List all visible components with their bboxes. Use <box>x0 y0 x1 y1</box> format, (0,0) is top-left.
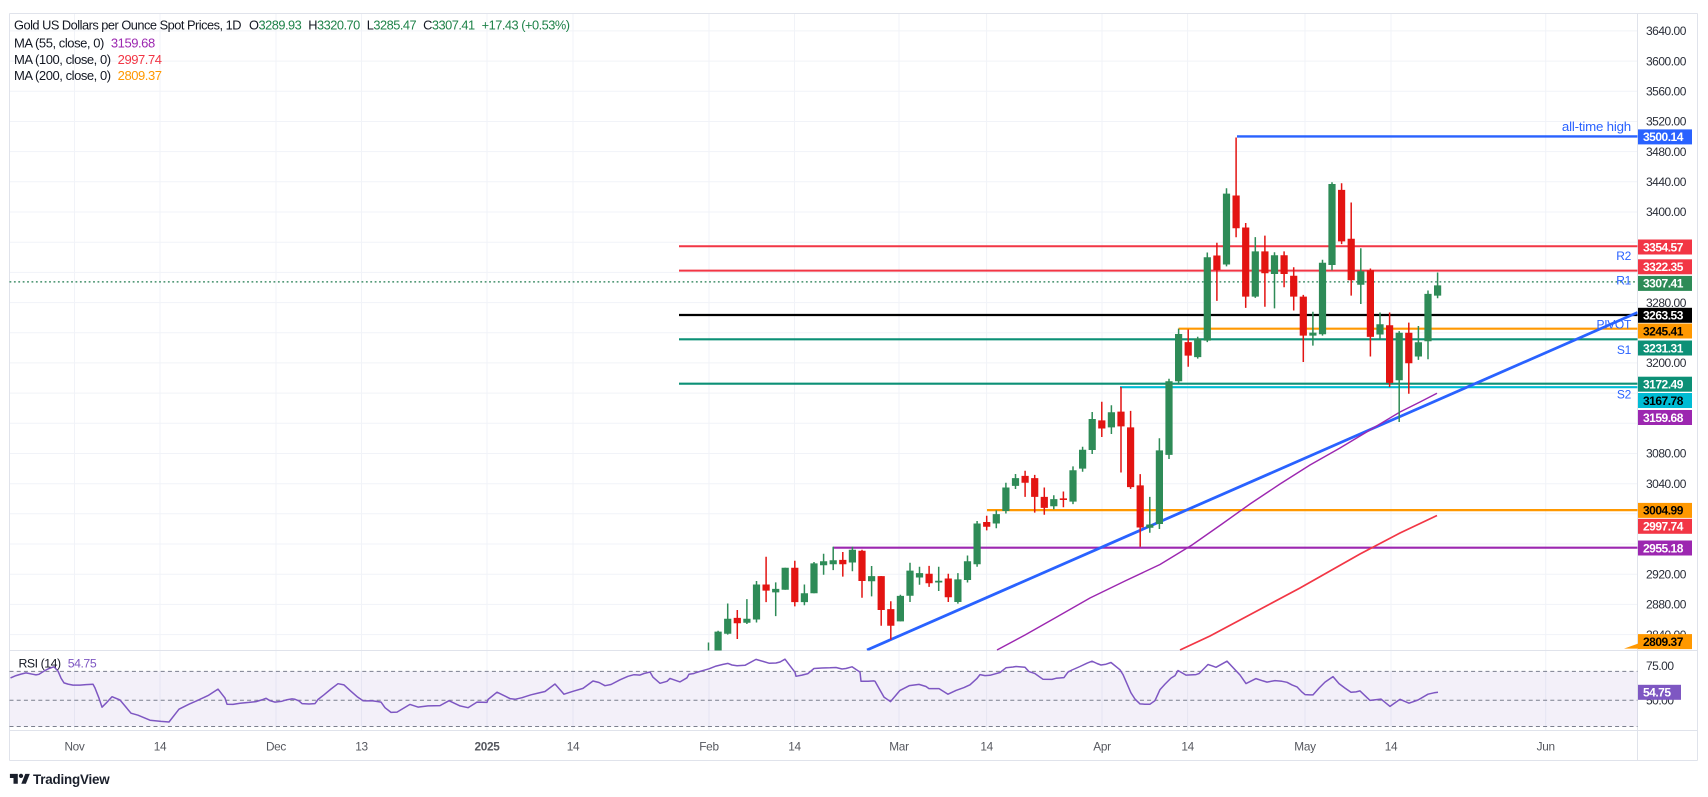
svg-text:3263.53: 3263.53 <box>1643 309 1684 323</box>
svg-text:S1: S1 <box>1617 343 1632 357</box>
svg-text:3520.00: 3520.00 <box>1646 115 1687 129</box>
svg-text:PIVOT: PIVOT <box>1596 318 1631 332</box>
svg-text:3354.57: 3354.57 <box>1643 240 1684 254</box>
svg-text:Jun: Jun <box>1537 740 1555 754</box>
svg-text:Dec: Dec <box>266 740 286 754</box>
svg-text:3640.00: 3640.00 <box>1646 24 1687 38</box>
svg-text:MA (55, close, 0)3159.68: MA (55, close, 0) 3159.68 <box>14 36 155 51</box>
svg-text:R2: R2 <box>1616 249 1631 263</box>
svg-text:3280.00: 3280.00 <box>1646 296 1687 310</box>
svg-text:3307.41: 3307.41 <box>1643 277 1684 291</box>
svg-text:14: 14 <box>980 740 993 754</box>
svg-text:3004.99: 3004.99 <box>1643 504 1684 518</box>
svg-text:3040.00: 3040.00 <box>1646 477 1687 491</box>
svg-text:2920.00: 2920.00 <box>1646 567 1687 581</box>
svg-text:3200.00: 3200.00 <box>1646 356 1687 370</box>
svg-text:3231.31: 3231.31 <box>1643 341 1684 355</box>
svg-text:Apr: Apr <box>1093 740 1111 754</box>
svg-text:2955.18: 2955.18 <box>1643 541 1684 555</box>
svg-text:14: 14 <box>788 740 801 754</box>
svg-text:RSI (14)54.75: RSI (14) 54.75 <box>19 657 97 671</box>
svg-text:3400.00: 3400.00 <box>1646 205 1687 219</box>
svg-text:MA (200, close, 0)2809.37: MA (200, close, 0) 2809.37 <box>14 68 162 83</box>
svg-text:2997.74: 2997.74 <box>1643 520 1684 534</box>
svg-text:3480.00: 3480.00 <box>1646 145 1687 159</box>
svg-text:3600.00: 3600.00 <box>1646 54 1687 68</box>
svg-text:3440.00: 3440.00 <box>1646 175 1687 189</box>
svg-text:54.75: 54.75 <box>1643 686 1671 700</box>
svg-text:Nov: Nov <box>64 740 84 754</box>
svg-text:3159.68: 3159.68 <box>1643 411 1684 425</box>
svg-text:S2: S2 <box>1617 388 1632 402</box>
svg-text:14: 14 <box>1385 740 1398 754</box>
svg-text:MA (100, close, 0)2997.74: MA (100, close, 0) 2997.74 <box>14 52 162 67</box>
svg-text:R1: R1 <box>1616 273 1631 287</box>
svg-text:3500.14: 3500.14 <box>1643 130 1684 144</box>
svg-text:2880.00: 2880.00 <box>1646 598 1687 612</box>
svg-text:2809.37: 2809.37 <box>1643 635 1684 649</box>
svg-text:May: May <box>1294 740 1316 754</box>
svg-text:3172.49: 3172.49 <box>1643 378 1684 392</box>
svg-text:TradingView: TradingView <box>33 772 110 787</box>
svg-text:14: 14 <box>154 740 167 754</box>
svg-text:13: 13 <box>355 740 368 754</box>
svg-text:3245.41: 3245.41 <box>1643 324 1684 338</box>
svg-text:3167.78: 3167.78 <box>1643 394 1684 408</box>
svg-text:Gold US Dollars per Ounce Spot: Gold US Dollars per Ounce Spot Prices, 1… <box>14 18 570 33</box>
svg-text:3080.00: 3080.00 <box>1646 447 1687 461</box>
svg-text:14: 14 <box>567 740 580 754</box>
svg-text:3560.00: 3560.00 <box>1646 85 1687 99</box>
svg-text:all-time high: all-time high <box>1562 119 1631 134</box>
svg-text:Mar: Mar <box>889 740 909 754</box>
svg-text:3322.35: 3322.35 <box>1643 260 1684 274</box>
svg-text:Feb: Feb <box>699 740 719 754</box>
svg-text:2025: 2025 <box>474 740 500 754</box>
svg-text:75.00: 75.00 <box>1646 659 1674 673</box>
svg-text:14: 14 <box>1181 740 1194 754</box>
